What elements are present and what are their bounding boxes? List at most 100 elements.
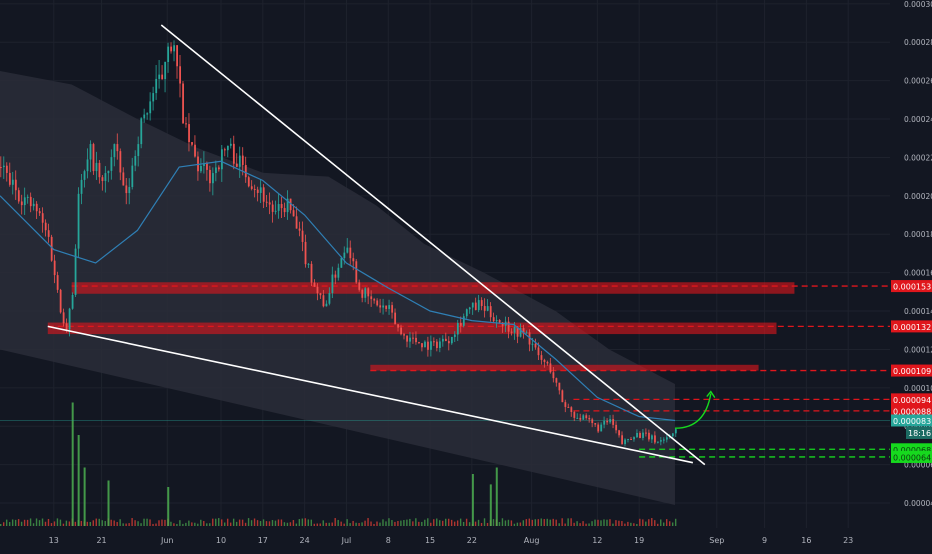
volume-bar [358, 522, 360, 526]
candle-body [480, 300, 483, 307]
volume-bar [639, 518, 641, 526]
candle-body [86, 159, 89, 172]
volume-bar [280, 519, 283, 526]
candle-body [412, 337, 414, 339]
candle-body [313, 282, 316, 287]
time-axis[interactable]: 13 21 Jun 10 17 24 Jul 8 15 22 Aug 12 19 Sep 9 16 23 [49, 536, 854, 545]
candle-body [415, 337, 417, 343]
volume-bar [41, 518, 44, 526]
volume-bar [137, 521, 139, 526]
volume-bar [519, 522, 522, 526]
candle-body [247, 177, 250, 187]
candle-body [600, 424, 603, 432]
volume-bar [346, 519, 348, 526]
candle-body [113, 144, 116, 158]
x-tick-label: Jun [160, 536, 174, 545]
volume-bar [313, 523, 315, 526]
volume-spike [167, 487, 170, 526]
candle-body [322, 295, 325, 307]
candle-body [498, 320, 501, 323]
support-level-label: 0.000068 [893, 446, 931, 455]
y-tick-label: 0.000280 [904, 38, 932, 47]
volume-bar [191, 522, 193, 526]
candle-body [131, 165, 134, 188]
projection-arrowhead [706, 390, 716, 398]
candle-body [385, 305, 388, 309]
price-axis[interactable]: 0.000040 0.000060 0.000080 0.000100 0.000120… [904, 0, 932, 508]
volume-bar [301, 518, 304, 526]
candle-body [621, 435, 624, 445]
candle-body [0, 167, 2, 169]
volume-bar [376, 521, 378, 526]
resistance-level-label: 0.000088 [893, 407, 931, 416]
candle-body [450, 336, 453, 344]
candle-body [137, 144, 140, 157]
y-tick-label: 0.000300 [904, 0, 932, 9]
candle-body [582, 415, 585, 420]
volume-bar [218, 518, 220, 526]
volume-bar [292, 520, 295, 526]
volume-bar [122, 523, 124, 526]
y-tick-label: 0.000160 [904, 269, 932, 278]
candle-body [200, 165, 202, 172]
candle-body [594, 423, 597, 425]
volume-bar [316, 523, 318, 526]
candle-body [367, 288, 370, 297]
candle-body [522, 328, 525, 334]
candle-body [612, 419, 615, 425]
volume-bar [453, 521, 456, 526]
volume-bar [310, 519, 313, 526]
last-price-label: 0.000083 [893, 417, 931, 426]
candle-body [630, 439, 632, 441]
candle-body [38, 211, 41, 214]
candle-body [271, 204, 274, 212]
volume-bar [53, 521, 56, 526]
candle-body [155, 78, 158, 94]
projection-curve [674, 393, 712, 429]
volume-bar [498, 522, 501, 526]
volume-bar [546, 518, 548, 526]
volume-bar [304, 518, 307, 526]
volume-bar [80, 520, 83, 526]
volume-bar [206, 523, 208, 526]
volume-bar [334, 518, 336, 526]
volume-bar [388, 518, 390, 526]
volume-bar [668, 521, 671, 526]
volume-bar [277, 519, 280, 526]
resistance-level-tag [891, 404, 932, 417]
candle-body [176, 45, 179, 67]
resistance-level-tag [891, 280, 932, 293]
candle-body [337, 267, 340, 278]
candle-body [32, 203, 35, 207]
volume-bar [8, 522, 11, 526]
candle-body [671, 433, 674, 437]
candle-body [537, 347, 540, 356]
volume-bar [630, 522, 632, 526]
volume-bars [0, 402, 677, 526]
x-tick-label: 19 [634, 536, 644, 545]
volume-bar [418, 521, 420, 526]
x-tick-label: 23 [843, 536, 853, 545]
y-tick-label: 0.000080 [904, 422, 932, 431]
candle-body [77, 193, 80, 249]
candle-body [462, 316, 465, 326]
x-tick-label: 8 [386, 536, 391, 545]
candle-body [406, 335, 408, 342]
volume-bar [525, 519, 528, 526]
candle-body [56, 275, 59, 290]
volume-bar [5, 519, 8, 526]
volume-bar [603, 519, 605, 526]
volume-bar [600, 520, 602, 526]
horizontal-levels [0, 285, 890, 458]
candle-body [603, 420, 606, 425]
volume-bar [146, 518, 148, 526]
volume-spike [471, 474, 474, 526]
volume-spike [495, 467, 498, 526]
volume-bar [119, 519, 121, 526]
candle-body [89, 144, 92, 160]
volume-bar [618, 520, 620, 526]
price-candles [0, 40, 677, 447]
volume-bar [2, 522, 5, 526]
